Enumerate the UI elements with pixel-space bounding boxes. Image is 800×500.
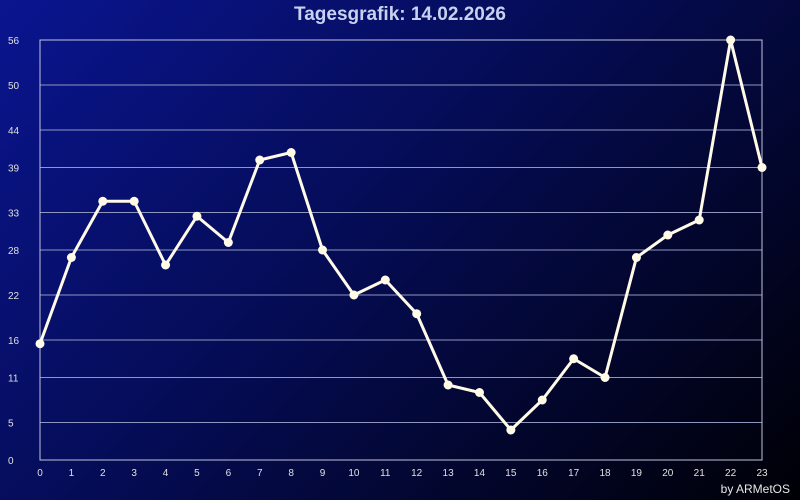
data-point <box>663 230 673 240</box>
x-tick-label: 3 <box>131 468 137 479</box>
x-tick-label: 21 <box>694 468 706 479</box>
data-point <box>161 260 171 270</box>
x-tick-label: 13 <box>443 468 455 479</box>
data-point <box>129 196 139 206</box>
data-point <box>569 354 579 364</box>
x-tick-label: 23 <box>756 468 768 479</box>
data-point <box>380 275 390 285</box>
y-tick-label: 33 <box>8 209 20 220</box>
x-tick-label: 0 <box>37 468 43 479</box>
data-point <box>286 148 296 157</box>
x-tick-label: 2 <box>100 468 106 479</box>
x-tick-label: 7 <box>257 468 263 479</box>
x-tick-label: 1 <box>69 468 75 479</box>
y-tick-label: 11 <box>8 374 19 385</box>
data-point <box>757 163 767 172</box>
data-point <box>537 395 547 405</box>
y-tick-label: 16 <box>8 336 20 347</box>
grid-lines <box>40 84 762 423</box>
x-tick-label: 12 <box>411 468 423 479</box>
x-tick-label: 4 <box>163 468 169 479</box>
chart-title: Tagesgrafik: 14.02.2026 <box>294 4 506 25</box>
x-tick-label: 11 <box>380 468 391 479</box>
x-tick-label: 19 <box>631 468 643 479</box>
data-point <box>255 155 265 165</box>
data-point <box>412 309 422 319</box>
x-tick-label: 9 <box>320 468 326 479</box>
y-tick-label: 56 <box>8 36 20 47</box>
data-point <box>631 253 641 262</box>
y-tick-label: 5 <box>8 419 14 430</box>
data-point <box>66 253 76 262</box>
x-tick-label: 14 <box>474 468 486 479</box>
x-tick-label: 17 <box>568 468 580 479</box>
x-tick-label: 20 <box>662 468 674 479</box>
y-tick-label: 0 <box>8 456 14 467</box>
x-tick-label: 22 <box>725 468 737 479</box>
x-tick-label: 10 <box>348 468 360 479</box>
x-axis-ticks: 0 1 2 3 4 5 6 7 8 9 10 11 12 13 14 15 16 17 18 19 20 21 22 23 <box>37 468 768 479</box>
y-axis-ticks: 0 5 11 16 22 28 33 39 44 50 56 <box>8 36 20 467</box>
data-point <box>349 290 359 300</box>
data-point <box>600 373 610 382</box>
x-tick-label: 16 <box>537 468 549 479</box>
y-tick-label: 50 <box>8 81 20 92</box>
data-point <box>474 388 484 397</box>
data-point <box>506 425 516 435</box>
y-tick-label: 39 <box>8 164 20 175</box>
x-tick-label: 5 <box>194 468 200 479</box>
data-point <box>35 339 45 349</box>
data-point <box>223 238 233 247</box>
series-line <box>38 38 764 432</box>
x-tick-label: 6 <box>226 468 232 479</box>
data-point <box>192 211 202 221</box>
series-layer <box>35 35 767 435</box>
data-point <box>318 245 328 255</box>
x-tick-label: 15 <box>505 468 517 479</box>
credit-label: by ARMetOS <box>720 482 790 496</box>
data-point <box>694 215 704 225</box>
y-tick-label: 28 <box>8 246 20 257</box>
plot-frame <box>39 39 763 461</box>
data-point <box>443 380 453 390</box>
y-tick-label: 22 <box>8 291 20 302</box>
x-tick-label: 18 <box>599 468 611 479</box>
x-tick-label: 8 <box>288 468 294 479</box>
y-tick-label: 44 <box>8 126 20 137</box>
data-point <box>98 196 108 206</box>
data-point <box>726 35 736 45</box>
